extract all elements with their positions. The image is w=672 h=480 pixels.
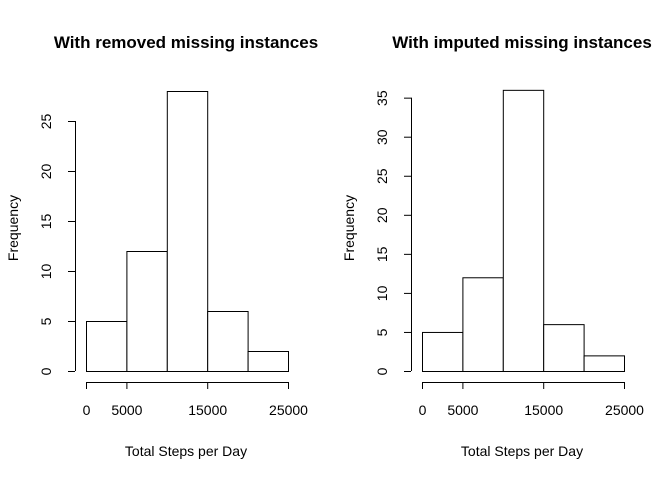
- x-tick-label: 5000: [111, 402, 142, 418]
- y-tick-label: 25: [374, 168, 390, 184]
- x-axis-label: Total Steps per Day: [125, 443, 247, 459]
- chart-title: With removed missing instances: [54, 33, 318, 52]
- histogram-bar: [166, 91, 209, 372]
- y-tick-label: 35: [374, 90, 390, 106]
- x-tick-label: 0: [83, 402, 91, 418]
- histogram-bar: [502, 89, 545, 372]
- y-tick-label: 5: [374, 328, 390, 336]
- y-tick-label: 30: [374, 129, 390, 145]
- y-tick-label: 20: [38, 164, 54, 180]
- x-tick-label: 15000: [524, 402, 563, 418]
- x-tick-label: 15000: [188, 402, 227, 418]
- histogram-bar: [86, 321, 128, 372]
- x-tick-label: 5000: [447, 402, 478, 418]
- y-tick-label: 15: [38, 214, 54, 230]
- x-axis-label: Total Steps per Day: [461, 443, 583, 459]
- histogram-bar: [543, 324, 585, 373]
- y-tick-label: 15: [374, 246, 390, 262]
- x-tick-label: 0: [419, 402, 427, 418]
- y-tick-label: 10: [38, 264, 54, 280]
- y-axis: 0 5 10 15 20 25 30 35: [374, 90, 412, 375]
- y-tick-label: 10: [374, 285, 390, 301]
- x-tick-label: 25000: [269, 402, 308, 418]
- histogram-bar: [247, 351, 290, 372]
- x-tick-label: 25000: [605, 402, 644, 418]
- histogram-bar: [126, 251, 168, 372]
- y-tick-label: 5: [38, 317, 54, 325]
- histogram-bar: [422, 331, 464, 373]
- panel-left: With removed missing instances 0 5000 1500…: [5, 33, 318, 459]
- bars: [86, 91, 290, 372]
- y-axis-label: Frequency: [5, 195, 21, 261]
- y-tick-label: 20: [374, 207, 390, 223]
- histogram-bar: [583, 355, 625, 373]
- chart-title: With imputed missing instances: [392, 33, 652, 52]
- panel-right: With imputed missing instances 0 5000 1500…: [341, 33, 652, 459]
- bars: [422, 89, 625, 373]
- y-tick-label: 0: [38, 367, 54, 375]
- y-axis-label: Frequency: [341, 195, 357, 261]
- x-axis: 0 5000 15000 25000: [83, 382, 308, 418]
- histogram-bar: [462, 277, 504, 372]
- y-tick-label: 25: [38, 114, 54, 130]
- y-axis: 0 5 10 15 20 25: [38, 114, 76, 375]
- y-tick-label: 0: [374, 367, 390, 375]
- x-axis: 0 5000 15000 25000: [419, 382, 644, 418]
- histogram-bar: [207, 311, 249, 372]
